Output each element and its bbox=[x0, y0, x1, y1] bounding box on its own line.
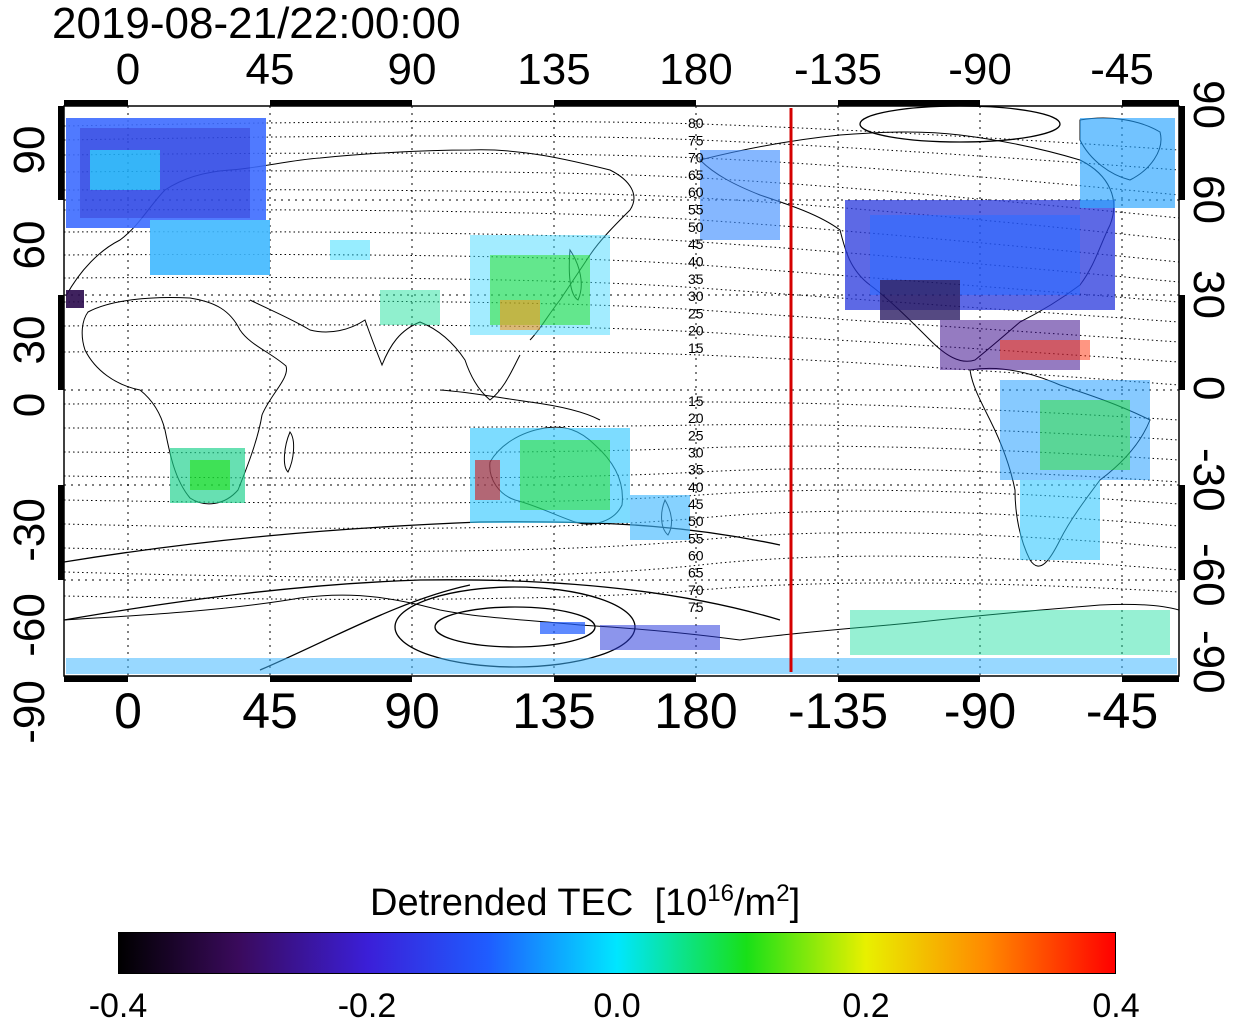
colorbar-unit-exp2: 2 bbox=[776, 880, 790, 907]
contour-label: 30 bbox=[688, 445, 704, 461]
lat-tick-left: -30 bbox=[5, 498, 54, 562]
lat-tick-right: 30 bbox=[1184, 270, 1233, 319]
tec-map: 8075706560555045403530252015152025303540… bbox=[58, 100, 1185, 682]
contour-label: 20 bbox=[688, 323, 704, 339]
contour-label: 50 bbox=[688, 219, 704, 235]
lon-tick-bottom: 0 bbox=[114, 683, 142, 739]
polar-contours bbox=[64, 106, 1061, 671]
lon-tick-top: -135 bbox=[793, 45, 883, 94]
lon-tick-top: 135 bbox=[517, 45, 591, 94]
colorbar-unit-end: ] bbox=[789, 882, 801, 924]
colorbar bbox=[118, 932, 1116, 974]
contour-label: 35 bbox=[688, 271, 704, 287]
lat-tick-left: -60 bbox=[5, 593, 54, 657]
lat-tick-right: 0 bbox=[1184, 376, 1233, 401]
lon-tick-bottom: -45 bbox=[1085, 683, 1159, 739]
lat-tick-right: 60 bbox=[1184, 175, 1233, 224]
tec-data-cells bbox=[66, 118, 1177, 674]
colorbar-tick: -0.4 bbox=[88, 987, 148, 1025]
contour-label: 45 bbox=[688, 496, 704, 512]
lon-tick-bottom: 135 bbox=[512, 683, 596, 739]
contour-label: 75 bbox=[688, 132, 704, 148]
lon-tick-top: 90 bbox=[387, 45, 437, 94]
lon-tick-top: -90 bbox=[948, 45, 1012, 94]
lat-tick-left: 90 bbox=[5, 125, 54, 175]
contour-label: 40 bbox=[688, 253, 704, 269]
lat-tick-right: -60 bbox=[1184, 543, 1233, 607]
lon-tick-top: 0 bbox=[115, 45, 141, 94]
contour-label: 50 bbox=[688, 513, 704, 529]
indonesia-outline bbox=[439, 389, 601, 421]
contour-labels: 8075706560555045403530252015152025303540… bbox=[688, 115, 704, 615]
lon-tick-top: 180 bbox=[659, 45, 733, 94]
lat-tick-right: -30 bbox=[1184, 448, 1233, 512]
contour-label: 25 bbox=[688, 427, 704, 443]
lon-tick-bottom: 90 bbox=[384, 683, 440, 739]
contour-label: 15 bbox=[688, 393, 704, 409]
madagascar-outline bbox=[283, 431, 295, 473]
asia-south-outline bbox=[249, 299, 521, 401]
colorbar-title: Detrended TEC [1016/m2] bbox=[370, 872, 800, 925]
lat-tick-left: 60 bbox=[5, 220, 54, 270]
contour-label: 65 bbox=[688, 167, 704, 183]
contour-label: 15 bbox=[688, 340, 704, 356]
colorbar-tick: 0.0 bbox=[593, 987, 641, 1025]
lon-tick-bottom: -135 bbox=[787, 683, 889, 739]
colorbar-unit-exp: 16 bbox=[707, 880, 734, 907]
contour-label: 55 bbox=[688, 202, 704, 218]
contour-label: 30 bbox=[688, 288, 704, 304]
lat-tick-left: 0 bbox=[5, 392, 54, 418]
colorbar-unit-base: [10 bbox=[654, 882, 708, 924]
lon-tick-top: -45 bbox=[1090, 45, 1154, 94]
colorbar-tick: -0.2 bbox=[337, 987, 397, 1025]
lat-tick-right: -90 bbox=[1184, 630, 1233, 694]
lat-tick-left: -90 bbox=[5, 680, 54, 744]
contour-label: 60 bbox=[688, 548, 704, 564]
lat-tick-left: 30 bbox=[5, 315, 54, 365]
contour-label: 80 bbox=[688, 115, 704, 131]
contour-label: 20 bbox=[688, 410, 704, 426]
contour-label: 65 bbox=[688, 565, 704, 581]
contour-label: 45 bbox=[688, 236, 704, 252]
contour-label: 55 bbox=[688, 530, 704, 546]
colorbar-unit-mid: /m bbox=[733, 882, 777, 924]
frame-tick-marks bbox=[58, 100, 1185, 682]
colorbar-title-text: Detrended TEC bbox=[370, 882, 634, 924]
lat-tick-right: 90 bbox=[1184, 80, 1233, 129]
colorbar-tick: 0.2 bbox=[842, 987, 890, 1025]
timestamp: 2019-08-21/22:00:00 bbox=[52, 0, 461, 48]
contour-label: 35 bbox=[688, 462, 704, 478]
contour-label: 25 bbox=[688, 305, 704, 321]
lon-tick-bottom: -90 bbox=[943, 683, 1017, 739]
contour-label: 40 bbox=[688, 479, 704, 495]
japan-outline bbox=[568, 248, 582, 301]
contour-label: 70 bbox=[688, 582, 704, 598]
lon-tick-top: 45 bbox=[245, 45, 295, 94]
lon-tick-bottom: 45 bbox=[242, 683, 298, 739]
contour-label: 75 bbox=[688, 599, 704, 615]
lon-tick-bottom: 180 bbox=[654, 683, 738, 739]
contour-label: 70 bbox=[688, 150, 704, 166]
colorbar-tick: 0.4 bbox=[1092, 987, 1140, 1025]
contour-label: 60 bbox=[688, 184, 704, 200]
